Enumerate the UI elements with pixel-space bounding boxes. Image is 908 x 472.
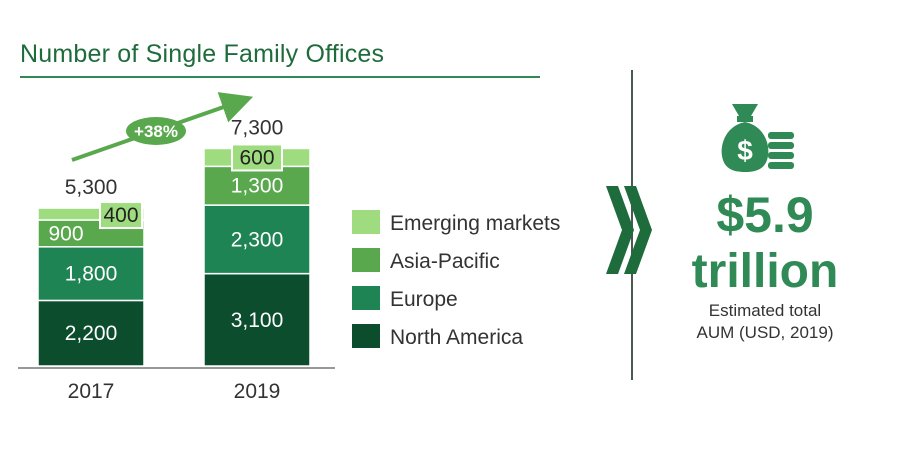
category-label-2019: 2019 (234, 380, 281, 403)
legend-label-emerging-markets: Emerging markets (390, 212, 560, 235)
legend-swatch-north-america (352, 324, 380, 348)
aum-caption-line1: Estimated total (708, 301, 822, 320)
title-underline (20, 76, 540, 78)
callout-box-emerging-markets-2019 (231, 143, 283, 172)
money-bag-icon: $ (721, 104, 794, 172)
data-label-europe-2017: 1,800 (65, 263, 118, 286)
data-label-north-america-2019: 3,100 (231, 309, 284, 332)
total-label-2017: 5,300 (65, 176, 118, 199)
aum-caption-line2: AUM (USD, 2019) (696, 323, 834, 342)
callout-box-emerging-markets-2017 (99, 201, 143, 230)
legend-label-asia-pacific: Asia-Pacific (390, 250, 500, 273)
legend-label-north-america: North America (390, 326, 523, 349)
aum-unit: trillion (691, 245, 839, 298)
legend-swatch-europe (352, 286, 380, 310)
legend-swatch-emerging-markets (352, 210, 380, 234)
growth-label: +38% (134, 122, 178, 141)
growth-bubble (126, 117, 186, 145)
data-label-europe-2019: 2,300 (231, 228, 284, 251)
legend-label-europe: Europe (390, 288, 458, 311)
stacked-bar-chart: 2,200 1,800 900 400 5,300 3,100 2,300 1,300 600 7… (18, 92, 560, 403)
bar-north-america-2017 (37, 299, 145, 367)
data-label-emerging-markets-2019: 600 (239, 146, 274, 169)
category-label-2017: 2017 (68, 380, 115, 403)
aum-caption: Estimated total AUM (USD, 2019) (640, 300, 890, 344)
double-chevron-right-icon (606, 186, 652, 274)
data-label-emerging-markets-2017: 400 (103, 204, 138, 227)
svg-text:$: $ (737, 135, 753, 166)
data-label-asia-pacific-2019: 1,300 (231, 175, 284, 198)
chart-title: Number of Single Family Offices (20, 40, 385, 68)
legend-swatch-asia-pacific (352, 248, 380, 272)
bar-emerging-markets-2017 (37, 207, 145, 221)
aum-value: $5.9 (716, 187, 814, 243)
bar-europe-2017 (37, 246, 145, 302)
total-label-2019: 7,300 (231, 116, 284, 139)
data-label-asia-pacific-2017: 900 (48, 222, 83, 245)
data-label-north-america-2017: 2,200 (65, 322, 118, 345)
growth-annotation: +38% (71, 92, 254, 162)
